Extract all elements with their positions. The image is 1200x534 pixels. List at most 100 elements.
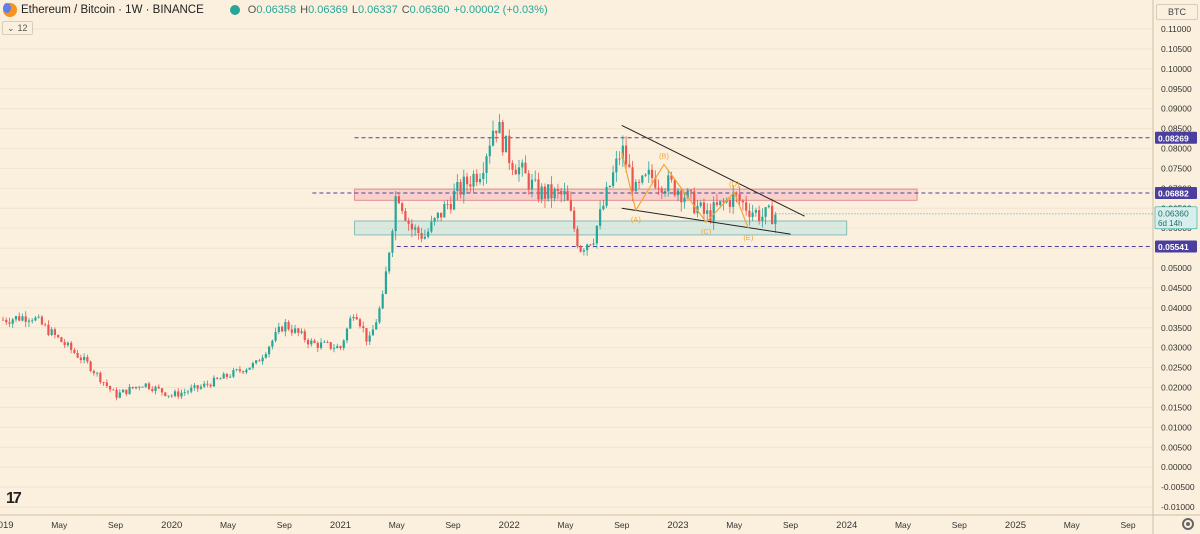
price-tick-label: 0.08000	[1161, 144, 1192, 154]
candle-body	[764, 207, 767, 217]
price-axis[interactable]: 0.11000 0.10500 0.10000 0.09500 0.09000 0.085…	[1152, 0, 1195, 534]
candle-body	[154, 386, 157, 392]
candle-body	[115, 389, 118, 398]
candle-body	[517, 167, 521, 175]
time-tick-label: 2024	[836, 520, 857, 531]
high-value: 0.06369	[308, 4, 348, 16]
candle-body	[511, 163, 514, 170]
time-tick-label: Sep	[952, 520, 967, 530]
candle-body	[193, 385, 196, 388]
candle-body	[235, 369, 238, 371]
candle-body	[183, 392, 186, 393]
candle-body	[5, 319, 8, 323]
candle-body	[238, 369, 241, 372]
grid	[0, 28, 1153, 508]
time-tick-label: Sep	[783, 520, 798, 530]
candle-body	[60, 337, 63, 343]
candle-body	[24, 316, 27, 322]
candle-body	[323, 341, 326, 343]
candle-body	[271, 340, 274, 347]
candle-body	[527, 173, 530, 190]
candle-body	[319, 342, 323, 348]
candle-body	[599, 209, 602, 226]
candle-body	[414, 227, 417, 230]
candle-body	[478, 178, 482, 183]
candle-body	[459, 182, 462, 195]
candle-body	[738, 194, 741, 201]
time-tick-label: 2021	[330, 520, 351, 531]
candle-body	[365, 328, 368, 342]
candle-body	[534, 179, 537, 181]
candle-body	[472, 173, 475, 187]
candle-body	[274, 332, 277, 341]
candle-body	[550, 184, 553, 199]
candle-body	[362, 326, 365, 329]
wave-label: (B)	[659, 151, 670, 160]
candle-body	[663, 191, 667, 193]
candle-body	[368, 335, 371, 342]
candle-body	[482, 172, 485, 179]
candle-body	[436, 212, 439, 218]
candle-body	[300, 331, 303, 333]
candle-body	[248, 367, 251, 370]
candle-body	[258, 360, 261, 362]
candle-body	[388, 252, 391, 272]
candle-body	[670, 175, 673, 180]
candle-body	[8, 322, 11, 324]
candle-body	[407, 220, 410, 224]
candle-body	[547, 184, 550, 199]
candle-body	[732, 192, 735, 207]
candle-body	[225, 373, 229, 377]
time-tick-label: 2025	[1005, 520, 1026, 531]
candle-body	[125, 389, 128, 395]
candle-body	[563, 190, 566, 195]
candle-body	[446, 204, 449, 205]
candle-body	[57, 334, 60, 338]
candle-body	[771, 205, 774, 225]
candle-body	[151, 388, 154, 392]
time-axis[interactable]: 2019 May Sep 2020 May Sep 2021 May Sep 2022 May Sep…	[0, 514, 1200, 531]
candle-body	[440, 212, 443, 218]
price-tick-label: 0.00000	[1161, 462, 1192, 472]
candle-body	[63, 342, 66, 346]
candle-body	[105, 382, 108, 387]
candle-body	[508, 135, 511, 164]
candle-body	[76, 353, 79, 358]
candle-body	[134, 386, 138, 389]
candle-body	[112, 389, 115, 391]
candle-body	[203, 383, 206, 387]
candle-body	[391, 231, 394, 253]
currency-button[interactable]: BTC	[1156, 4, 1198, 20]
candle-body	[209, 384, 212, 387]
candle-body	[524, 162, 527, 174]
candle-body	[579, 246, 582, 252]
candle-body	[589, 244, 592, 246]
candle-body	[21, 316, 24, 321]
symbol-title[interactable]: Ethereum / Bitcoin · 1W · BINANCE	[21, 4, 204, 16]
candle-body	[31, 320, 34, 322]
candle-body	[284, 322, 287, 332]
candle-body	[229, 376, 232, 378]
candle-body	[735, 192, 738, 195]
price-tick-label: 0.04500	[1161, 283, 1192, 293]
indicator-toggle[interactable]: ⌄ 12	[2, 21, 33, 35]
candle-body	[637, 181, 641, 183]
settings-gear-icon[interactable]	[1182, 518, 1194, 530]
high-label: H	[300, 4, 309, 16]
candle-body	[706, 210, 709, 214]
candle-body	[722, 201, 725, 203]
candle-body	[352, 316, 355, 319]
eth-btc-logo-icon	[3, 3, 17, 17]
candle-body	[745, 202, 748, 211]
trendline	[621, 124, 805, 217]
candle-body	[592, 243, 595, 245]
candle-body	[715, 202, 719, 205]
open-value: 0.06358	[256, 4, 297, 16]
candle-body	[313, 340, 316, 343]
candle-body	[261, 357, 264, 362]
time-tick-label: 2019	[0, 520, 14, 531]
candle-body	[264, 354, 267, 358]
time-tick-label: 2022	[499, 520, 520, 531]
price-tick-label: 0.09500	[1161, 84, 1192, 94]
